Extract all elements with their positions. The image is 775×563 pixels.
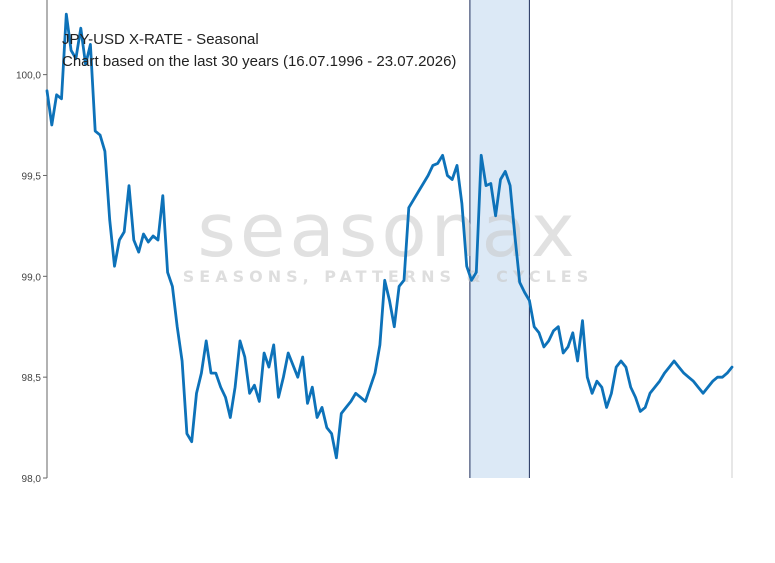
watermark-tagline: SEASONS, PATTERNS & CYCLES	[183, 267, 594, 286]
y-tick-label: 98,5	[22, 373, 42, 384]
y-tick-label: 98,0	[22, 474, 42, 485]
y-tick-label: 99,0	[22, 272, 42, 283]
chart-subtitle: Chart based on the last 30 years (16.07.…	[62, 53, 456, 70]
y-tick-label: 100,0	[16, 71, 41, 82]
watermark-logo: seasonax	[197, 188, 578, 274]
chart-title: JPY-USD X-RATE - Seasonal	[62, 31, 259, 48]
series-line	[45, 12, 734, 460]
highlight-band	[469, 0, 530, 478]
plot-background	[47, 0, 732, 478]
y-tick-label: 99,5	[22, 171, 42, 182]
